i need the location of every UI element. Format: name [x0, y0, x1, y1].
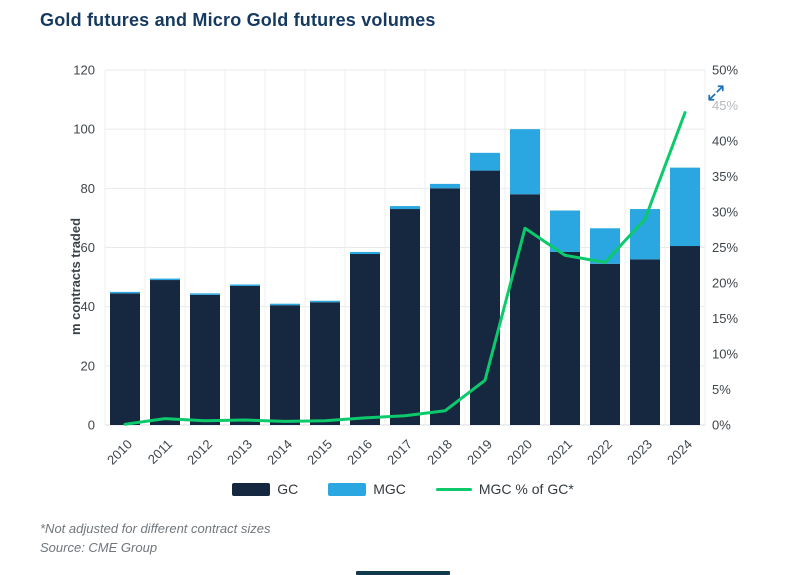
left-axis-tick: 80 [81, 181, 95, 196]
legend-item-gc[interactable]: GC [232, 481, 298, 497]
bar-gc-2015[interactable] [310, 302, 340, 425]
x-axis-label-2023: 2023 [624, 437, 655, 468]
x-axis-label-2022: 2022 [584, 437, 615, 468]
legend-item-mgc[interactable]: MGC [328, 481, 406, 497]
right-axis-tick: 15% [712, 311, 738, 326]
legend-label-mgc-pct: MGC % of GC* [478, 481, 574, 497]
gc-swatch [232, 482, 271, 496]
chart-legend: GC MGC MGC % of GC* [0, 481, 806, 497]
bar-gc-2024[interactable] [670, 246, 700, 425]
footnote-asterisk: *Not adjusted for different contract siz… [40, 521, 271, 536]
x-axis-label-2013: 2013 [224, 437, 255, 468]
left-axis-tick: 20 [81, 358, 95, 373]
left-axis-tick: 60 [81, 240, 95, 255]
bar-mgc-2024[interactable] [670, 167, 700, 247]
right-axis-tick: 30% [712, 205, 738, 220]
legend-label-mgc: MGC [373, 481, 406, 497]
right-axis-tick: 50% [712, 63, 738, 78]
legend-label-gc: GC [277, 481, 299, 497]
mgc-pct-line-swatch [435, 487, 472, 491]
legend-item-mgc-pct[interactable]: MGC % of GC* [435, 481, 574, 497]
bar-mgc-2011[interactable] [150, 278, 180, 281]
right-axis-tick: 10% [712, 347, 738, 362]
bar-mgc-2018[interactable] [430, 183, 460, 189]
bar-gc-2012[interactable] [190, 294, 220, 425]
bar-gc-2013[interactable] [230, 285, 260, 425]
right-axis-tick: 5% [712, 382, 731, 397]
bar-mgc-2015[interactable] [310, 300, 340, 303]
bar-gc-2022[interactable] [590, 263, 620, 425]
bar-mgc-2021[interactable] [550, 210, 580, 252]
mgc-pct-line[interactable] [123, 111, 687, 426]
right-axis-tick: 35% [712, 169, 738, 184]
left-axis-tick: 40 [81, 299, 95, 314]
x-axis-label-2021: 2021 [544, 437, 575, 468]
bar-mgc-2019[interactable] [470, 152, 500, 171]
bar-mgc-2017[interactable] [390, 206, 420, 210]
expand-icon[interactable] [707, 84, 725, 102]
bar-mgc-2013[interactable] [230, 284, 260, 286]
bar-gc-2016[interactable] [350, 254, 380, 425]
left-axis-tick: 100 [73, 122, 95, 137]
bottom-drag-handle[interactable] [356, 571, 450, 575]
bar-mgc-2014[interactable] [270, 303, 300, 306]
bar-gc-2018[interactable] [430, 188, 460, 425]
right-axis-tick: 25% [712, 240, 738, 255]
footnote-source: Source: CME Group [40, 540, 158, 555]
left-axis-tick: 120 [73, 63, 95, 78]
bar-gc-2019[interactable] [470, 170, 500, 425]
x-axis-label-2011: 2011 [145, 437, 175, 467]
bar-gc-2011[interactable] [150, 280, 180, 425]
bar-gc-2023[interactable] [630, 259, 660, 425]
bar-gc-2010[interactable] [110, 293, 140, 425]
x-axis-label-2015: 2015 [304, 437, 335, 468]
right-axis-tick: 45% [712, 98, 738, 113]
bar-gc-2021[interactable] [550, 251, 580, 425]
bar-gc-2017[interactable] [390, 209, 420, 425]
x-axis-label-2024: 2024 [664, 437, 695, 468]
bar-mgc-2010[interactable] [110, 291, 140, 294]
bar-mgc-2016[interactable] [350, 251, 380, 255]
x-axis-label-2020: 2020 [504, 437, 535, 468]
bar-mgc-2022[interactable] [590, 228, 620, 264]
bar-gc-2014[interactable] [270, 305, 300, 425]
x-axis-label-2012: 2012 [184, 437, 215, 468]
x-axis-label-2010: 2010 [104, 437, 135, 468]
bar-mgc-2012[interactable] [190, 293, 220, 295]
left-axis-tick: 0 [88, 418, 95, 433]
y-axis-title: m contracts traded [68, 217, 83, 335]
mgc-swatch [328, 482, 367, 496]
x-axis-label-2016: 2016 [344, 437, 375, 468]
chart-title: Gold futures and Micro Gold futures volu… [40, 10, 436, 30]
right-axis-tick: 0% [712, 418, 731, 433]
x-axis-label-2017: 2017 [384, 437, 415, 468]
right-axis-tick: 20% [712, 276, 738, 291]
x-axis-label-2014: 2014 [264, 437, 295, 468]
right-axis-tick: 40% [712, 134, 738, 149]
x-axis-label-2018: 2018 [424, 437, 455, 468]
x-axis-label-2019: 2019 [464, 437, 495, 468]
bar-mgc-2020[interactable] [510, 129, 540, 195]
footnotes: *Not adjusted for different contract siz… [40, 519, 271, 557]
